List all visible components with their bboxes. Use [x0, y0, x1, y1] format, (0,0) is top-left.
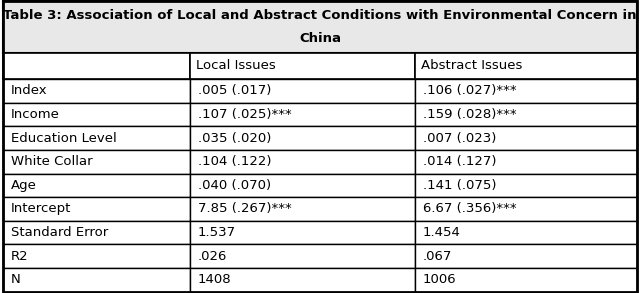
Text: .067: .067 — [422, 250, 452, 263]
Bar — [415, 150, 637, 173]
Text: 7.85 (.267)***: 7.85 (.267)*** — [198, 202, 291, 215]
Bar — [190, 197, 415, 221]
Bar — [190, 53, 415, 79]
Bar — [3, 197, 190, 221]
Bar — [3, 221, 190, 244]
Bar — [3, 1, 637, 53]
Text: Age: Age — [11, 179, 36, 192]
Text: 1006: 1006 — [422, 273, 456, 286]
Text: .104 (.122): .104 (.122) — [198, 155, 271, 168]
Text: .005 (.017): .005 (.017) — [198, 84, 271, 97]
Text: .014 (.127): .014 (.127) — [422, 155, 496, 168]
Text: .035 (.020): .035 (.020) — [198, 132, 271, 145]
Text: R2: R2 — [11, 250, 28, 263]
Text: China: China — [299, 32, 341, 45]
Bar — [415, 126, 637, 150]
Bar — [415, 53, 637, 79]
Bar — [190, 103, 415, 126]
Bar — [415, 103, 637, 126]
Bar — [3, 150, 190, 173]
Bar — [415, 244, 637, 268]
Text: White Collar: White Collar — [11, 155, 92, 168]
Text: Local Issues: Local Issues — [196, 59, 276, 72]
Text: N: N — [11, 273, 20, 286]
Bar — [3, 103, 190, 126]
Bar — [3, 126, 190, 150]
Text: Education Level: Education Level — [11, 132, 116, 145]
Text: .040 (.070): .040 (.070) — [198, 179, 271, 192]
Bar — [190, 268, 415, 292]
Text: 1.454: 1.454 — [422, 226, 461, 239]
Bar — [415, 79, 637, 103]
Text: Intercept: Intercept — [11, 202, 71, 215]
Bar — [190, 79, 415, 103]
Bar — [3, 244, 190, 268]
Text: 1.537: 1.537 — [198, 226, 236, 239]
Bar — [190, 244, 415, 268]
Bar — [3, 53, 190, 79]
Text: Index: Index — [11, 84, 47, 97]
Bar — [190, 126, 415, 150]
Bar — [3, 268, 190, 292]
Text: Abstract Issues: Abstract Issues — [421, 59, 523, 72]
Text: .159 (.028)***: .159 (.028)*** — [422, 108, 516, 121]
Text: Standard Error: Standard Error — [11, 226, 108, 239]
Bar — [190, 173, 415, 197]
Bar — [415, 221, 637, 244]
Text: .007 (.023): .007 (.023) — [422, 132, 496, 145]
Text: .107 (.025)***: .107 (.025)*** — [198, 108, 291, 121]
Text: .106 (.027)***: .106 (.027)*** — [422, 84, 516, 97]
Text: Table 3: Association of Local and Abstract Conditions with Environmental Concern: Table 3: Association of Local and Abstra… — [3, 9, 637, 22]
Bar — [415, 268, 637, 292]
Text: 1408: 1408 — [198, 273, 231, 286]
Text: .026: .026 — [198, 250, 227, 263]
Bar — [415, 197, 637, 221]
Bar — [415, 173, 637, 197]
Bar — [3, 173, 190, 197]
Text: Income: Income — [11, 108, 60, 121]
Bar — [190, 221, 415, 244]
Text: 6.67 (.356)***: 6.67 (.356)*** — [422, 202, 516, 215]
Bar — [190, 150, 415, 173]
Bar — [3, 79, 190, 103]
Text: .141 (.075): .141 (.075) — [422, 179, 496, 192]
